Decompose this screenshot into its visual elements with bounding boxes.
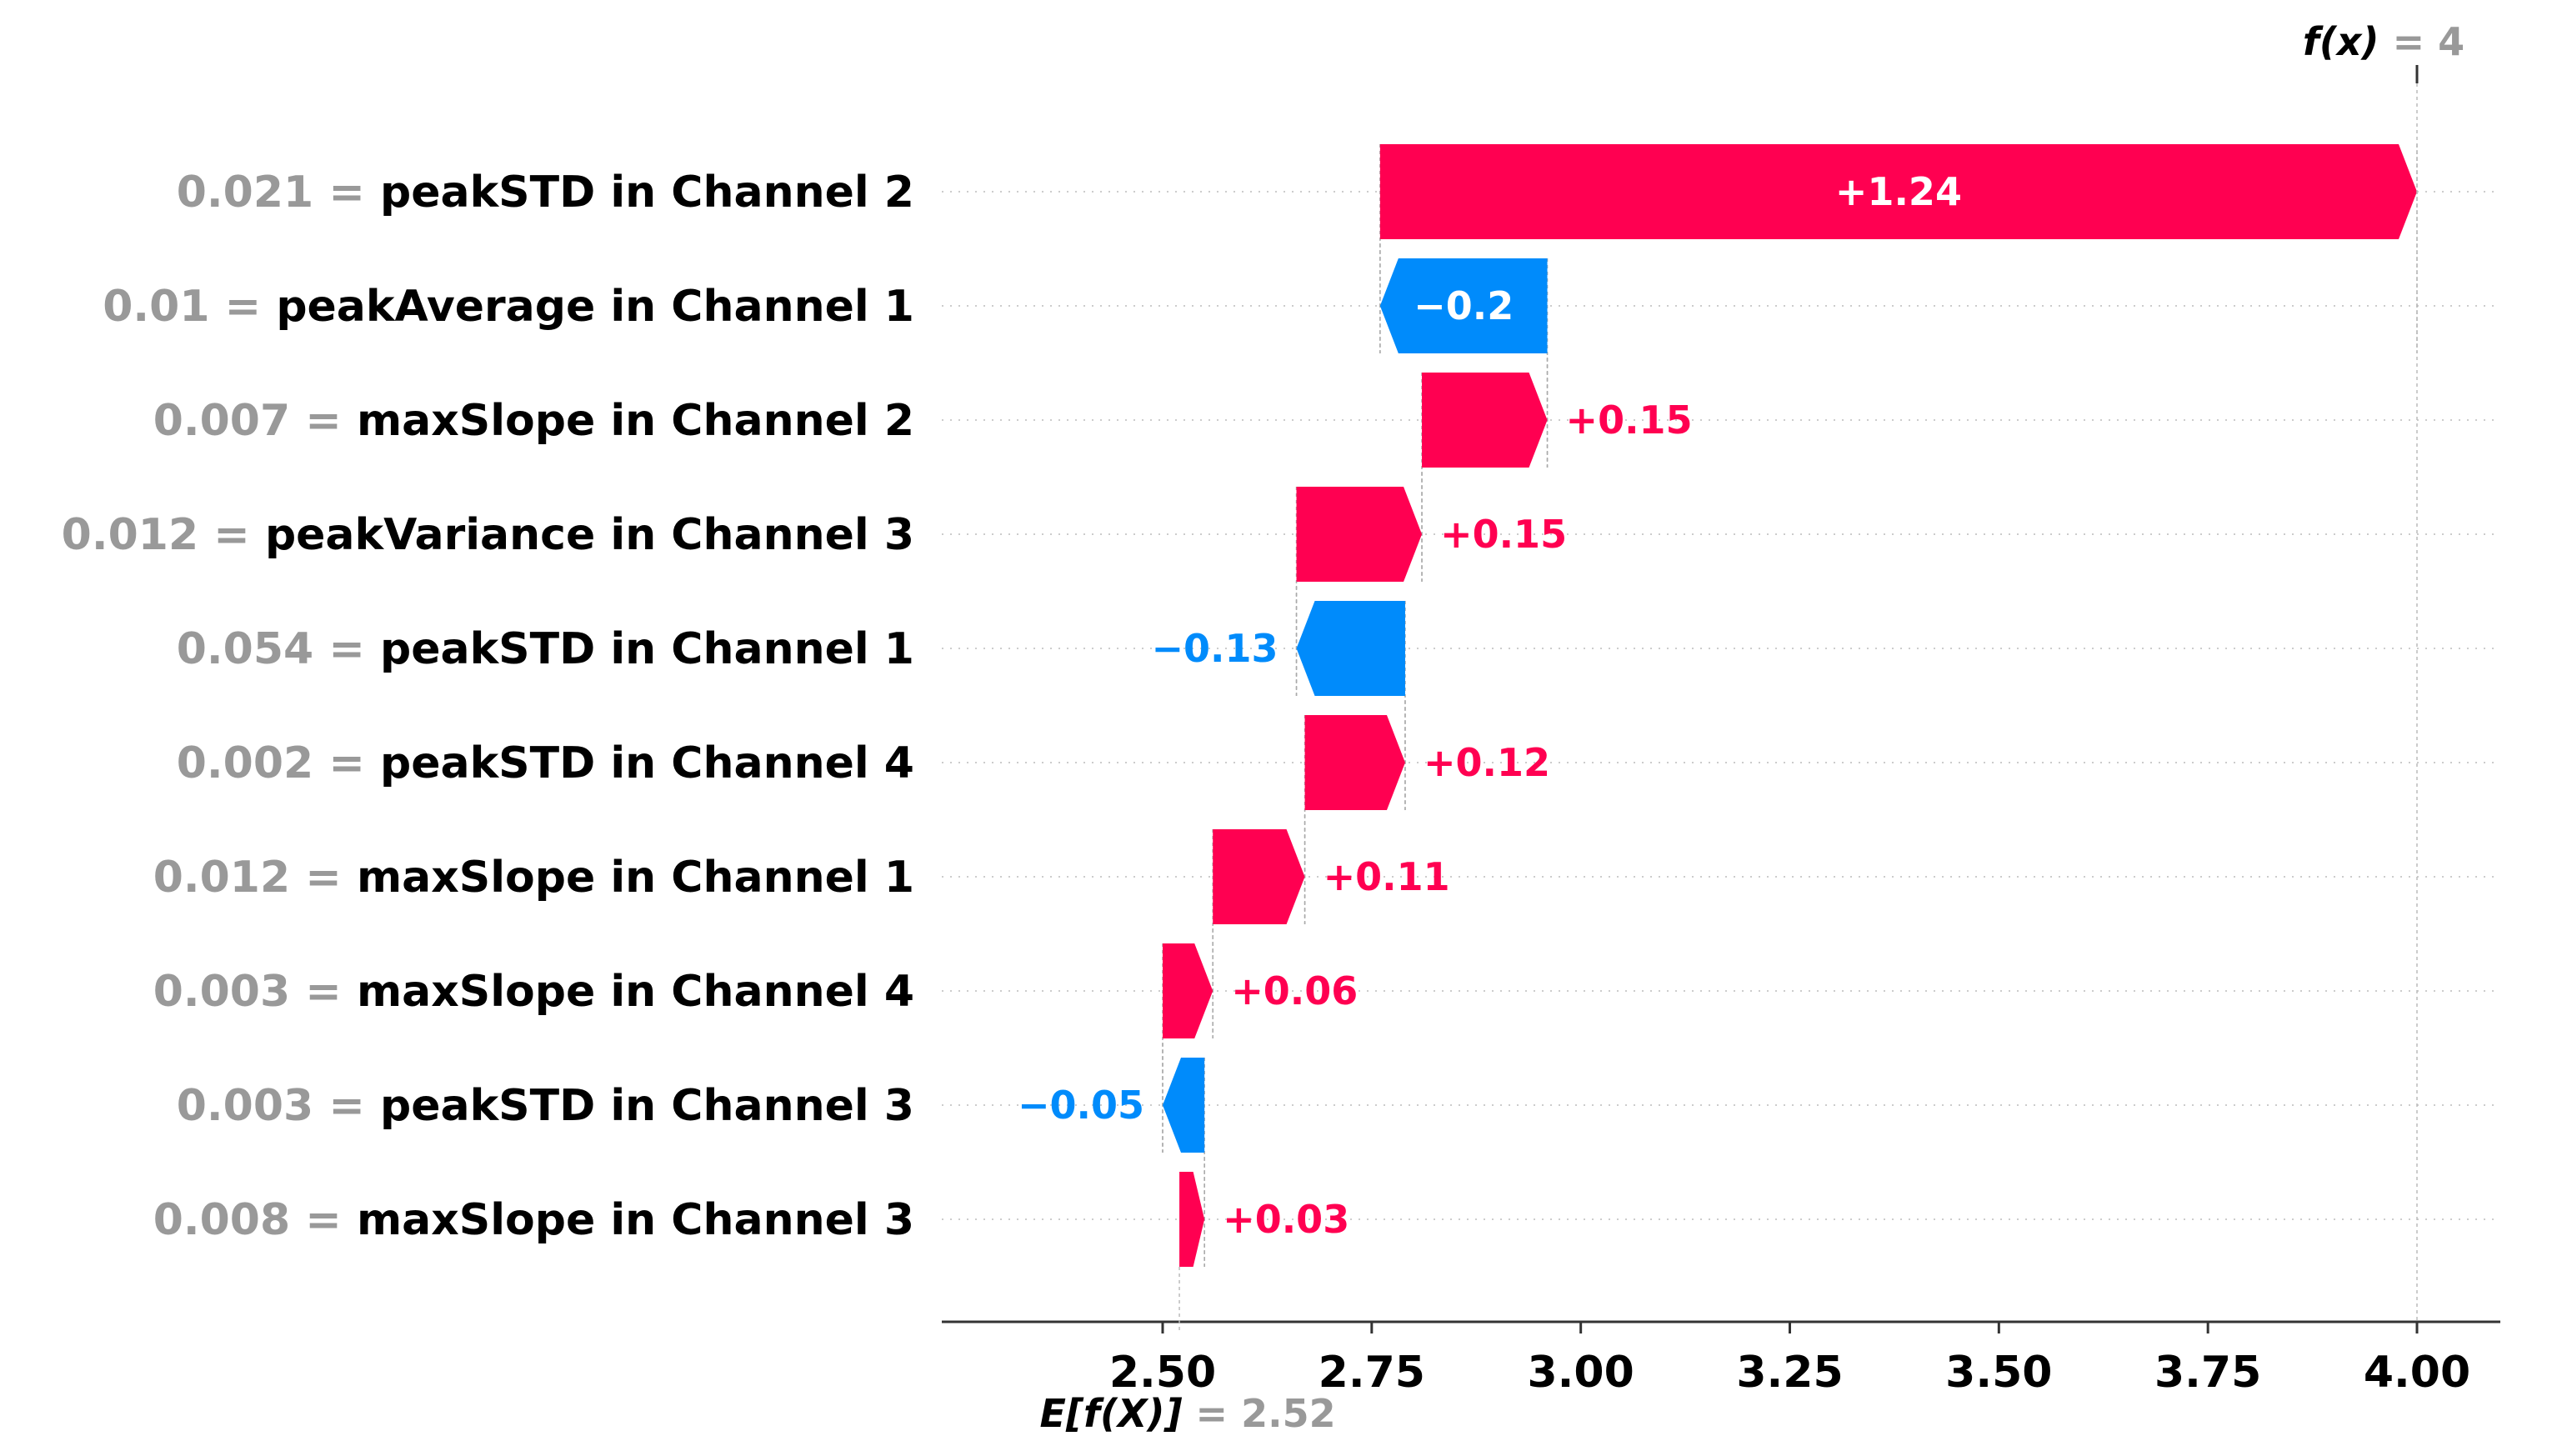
feature-label: 0.054 = peakSTD in Channel 1	[177, 624, 914, 674]
contribution-bar	[1304, 715, 1405, 810]
feature-value: 0.054 =	[177, 624, 380, 674]
x-tick-label: 3.75	[2154, 1348, 2261, 1398]
base-value-label: E[f(X)] = 2.52	[1040, 1391, 1336, 1436]
contribution-bar	[1379, 144, 2417, 239]
connector-lines	[1162, 144, 2418, 1267]
contribution-bar	[1296, 487, 1423, 582]
feature-name: maxSlope in Channel 3	[357, 1195, 914, 1245]
output-value-label: f(x) = 4	[2303, 19, 2464, 64]
contribution-label: +0.15	[1566, 398, 1693, 443]
base-eq: = 2.52	[1183, 1391, 1336, 1436]
feature-value: 0.002 =	[177, 738, 380, 788]
feature-name: peakAverage in Channel 1	[276, 282, 914, 332]
contribution-bar	[1163, 1058, 1205, 1153]
value-annotations: f(x) = 4 E[f(X)] = 2.52	[1040, 19, 2465, 1436]
x-tick-label: 3.00	[1528, 1348, 1634, 1398]
contribution-bar	[1163, 943, 1213, 1038]
feature-value: 0.003 =	[177, 1081, 380, 1131]
feature-label: 0.002 = peakSTD in Channel 4	[177, 738, 914, 788]
feature-labels: 0.021 = peakSTD in Channel 2 0.01 = peakA…	[62, 168, 914, 1245]
feature-name: peakSTD in Channel 3	[380, 1081, 914, 1131]
feature-value: 0.008 =	[153, 1195, 357, 1245]
contribution-bars	[1163, 144, 2417, 1267]
contribution-label: +0.11	[1324, 854, 1450, 899]
feature-name: peakSTD in Channel 2	[380, 168, 914, 218]
feature-value: 0.003 =	[153, 967, 357, 1017]
contribution-label: −0.05	[1018, 1083, 1144, 1128]
feature-name: peakSTD in Channel 4	[380, 738, 914, 788]
feature-label: 0.01 = peakAverage in Channel 1	[103, 282, 914, 332]
feature-label: 0.003 = maxSlope in Channel 4	[153, 967, 914, 1017]
output-eq: = 4	[2379, 19, 2465, 64]
contribution-bar	[1296, 601, 1405, 696]
feature-label: 0.021 = peakSTD in Channel 2	[177, 168, 914, 218]
x-tick-label: 2.75	[1319, 1348, 1425, 1398]
feature-label: 0.007 = maxSlope in Channel 2	[153, 396, 914, 446]
feature-name: peakVariance in Channel 3	[265, 510, 914, 560]
feature-value: 0.007 =	[153, 396, 357, 446]
feature-value: 0.01 =	[103, 282, 276, 332]
x-tick-label: 3.50	[1945, 1348, 2052, 1398]
x-tick-label: 2.50	[1109, 1348, 1216, 1398]
feature-name: maxSlope in Channel 4	[357, 967, 914, 1017]
feature-name: peakSTD in Channel 1	[380, 624, 914, 674]
x-tick-label: 3.25	[1736, 1348, 1843, 1398]
contribution-label: −0.2	[1414, 283, 1514, 328]
contribution-bar	[1379, 258, 1548, 353]
feature-name: maxSlope in Channel 1	[357, 853, 914, 903]
contribution-bar	[1179, 1172, 1205, 1267]
x-axis: 2.50 2.75 3.00 3.25 3.50 3.75 4.00	[942, 1320, 2500, 1398]
feature-value: 0.012 =	[62, 510, 265, 560]
contribution-label: +1.24	[1835, 169, 1962, 214]
contribution-bar	[1422, 373, 1548, 468]
feature-label: 0.003 = peakSTD in Channel 3	[177, 1081, 914, 1131]
row-gridlines	[942, 191, 2500, 1220]
contribution-label: +0.06	[1231, 968, 1358, 1013]
feature-name: maxSlope in Channel 2	[357, 396, 914, 446]
feature-label: 0.008 = maxSlope in Channel 3	[153, 1195, 914, 1245]
contribution-labels: +1.24 −0.2 +0.15 +0.15 −0.13 +0.12 +0.11 +0.06 −…	[1018, 169, 1962, 1242]
contribution-bar	[1213, 829, 1305, 924]
contribution-label: +0.03	[1223, 1197, 1349, 1242]
contribution-label: +0.12	[1424, 740, 1550, 785]
feature-label: 0.012 = maxSlope in Channel 1	[153, 853, 914, 903]
contribution-label: +0.15	[1440, 512, 1567, 557]
base-fn: E[f(X)]	[1040, 1391, 1183, 1436]
feature-value: 0.021 =	[177, 168, 380, 218]
feature-label: 0.012 = peakVariance in Channel 3	[62, 510, 914, 560]
x-tick-label: 4.00	[2364, 1348, 2470, 1398]
contribution-label: −0.13	[1151, 626, 1278, 671]
output-fn: f(x)	[2303, 19, 2379, 64]
feature-value: 0.012 =	[153, 853, 357, 903]
